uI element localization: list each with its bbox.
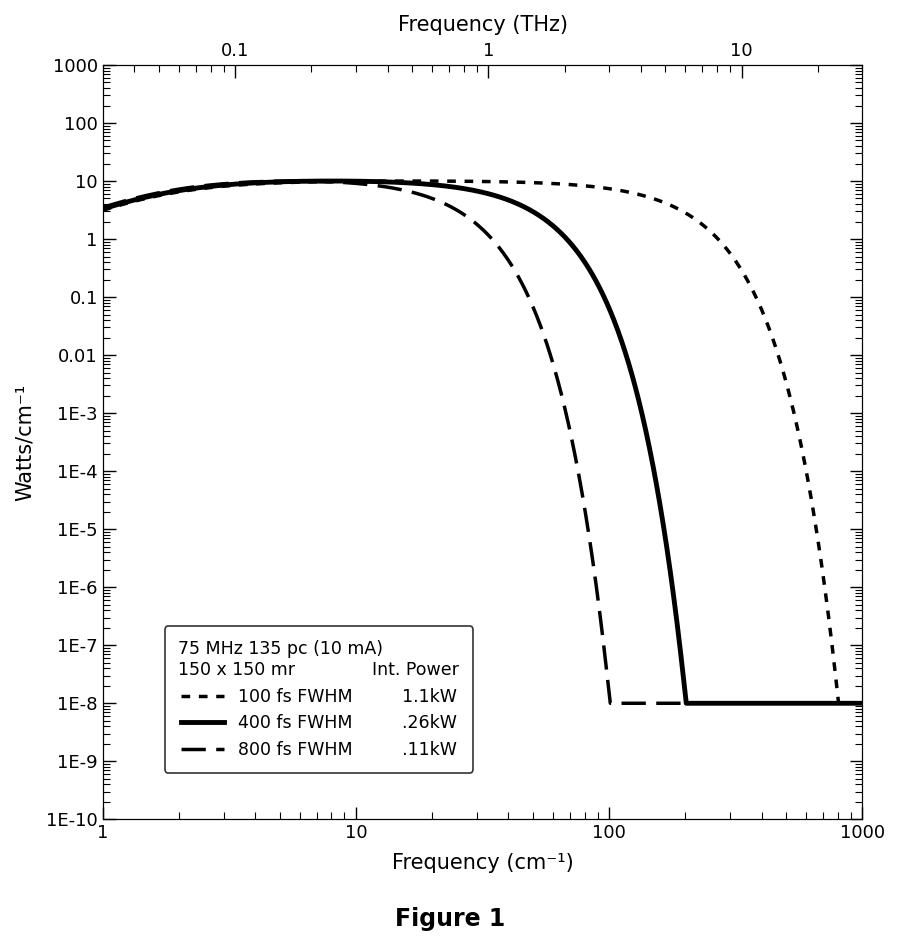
X-axis label: Frequency (cm⁻¹): Frequency (cm⁻¹) <box>392 854 573 873</box>
Legend: 100 fs FWHM         1.1kW, 400 fs FWHM         .26kW, 800 fs FWHM         .11kW: 100 fs FWHM 1.1kW, 400 fs FWHM .26kW, 80… <box>165 626 473 773</box>
X-axis label: Frequency (THz): Frequency (THz) <box>398 15 568 35</box>
Text: Figure 1: Figure 1 <box>395 906 505 931</box>
Y-axis label: Watts/cm⁻¹: Watts/cm⁻¹ <box>15 384 35 501</box>
